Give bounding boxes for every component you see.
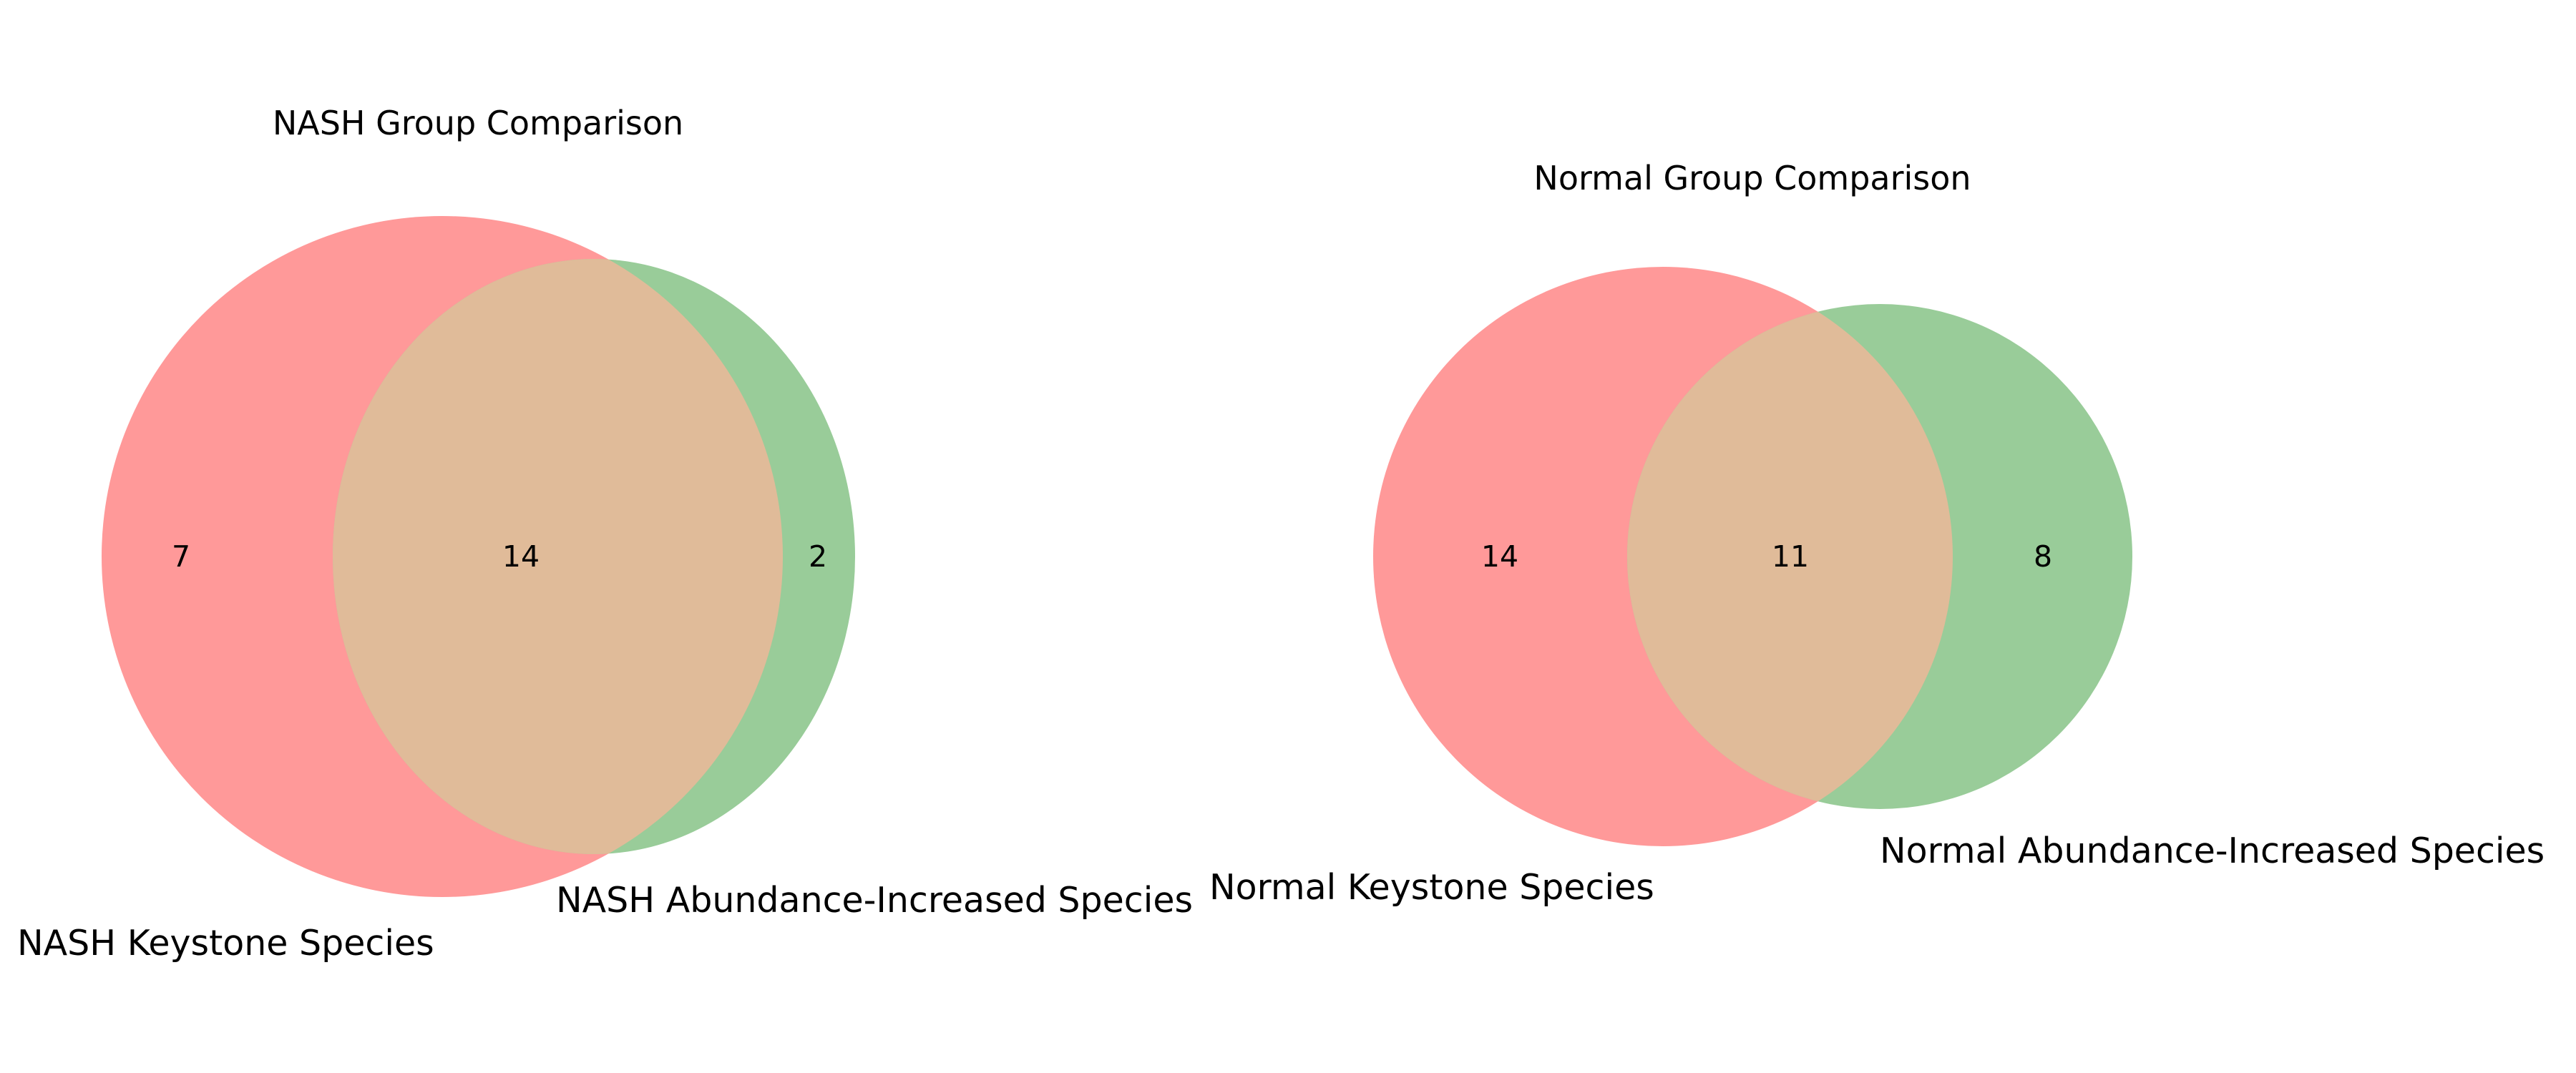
venn-normal-count-only-abundance: 8	[2034, 539, 2052, 574]
venn-normal-overlap-region	[1627, 304, 1953, 809]
venn-nash-label-abundance: NASH Abundance-Increased Species	[556, 880, 1193, 921]
venn-nash-count-only-abundance: 2	[809, 539, 827, 574]
venn-normal-label-keystone: Normal Keystone Species	[1209, 867, 1654, 908]
venn-nash-label-keystone: NASH Keystone Species	[17, 923, 434, 964]
venn-normal-count-only-keystone: 14	[1481, 539, 1518, 574]
venn-nash-overlap-region	[333, 259, 783, 854]
venn-nash-count-overlap: 14	[502, 539, 540, 574]
venn-normal-label-abundance: Normal Abundance-Increased Species	[1880, 831, 2545, 871]
venn-nash: NASH Group Comparison 7 14 2 NASH Keysto…	[17, 104, 1193, 964]
venn-nash-title: NASH Group Comparison	[273, 104, 683, 142]
venn-nash-count-only-keystone: 7	[172, 539, 190, 574]
venn-normal-title: Normal Group Comparison	[1533, 159, 1971, 197]
venn-normal-count-overlap: 11	[1772, 539, 1809, 574]
venn-normal: Normal Group Comparison 14 11 8 Normal K…	[1209, 159, 2545, 908]
